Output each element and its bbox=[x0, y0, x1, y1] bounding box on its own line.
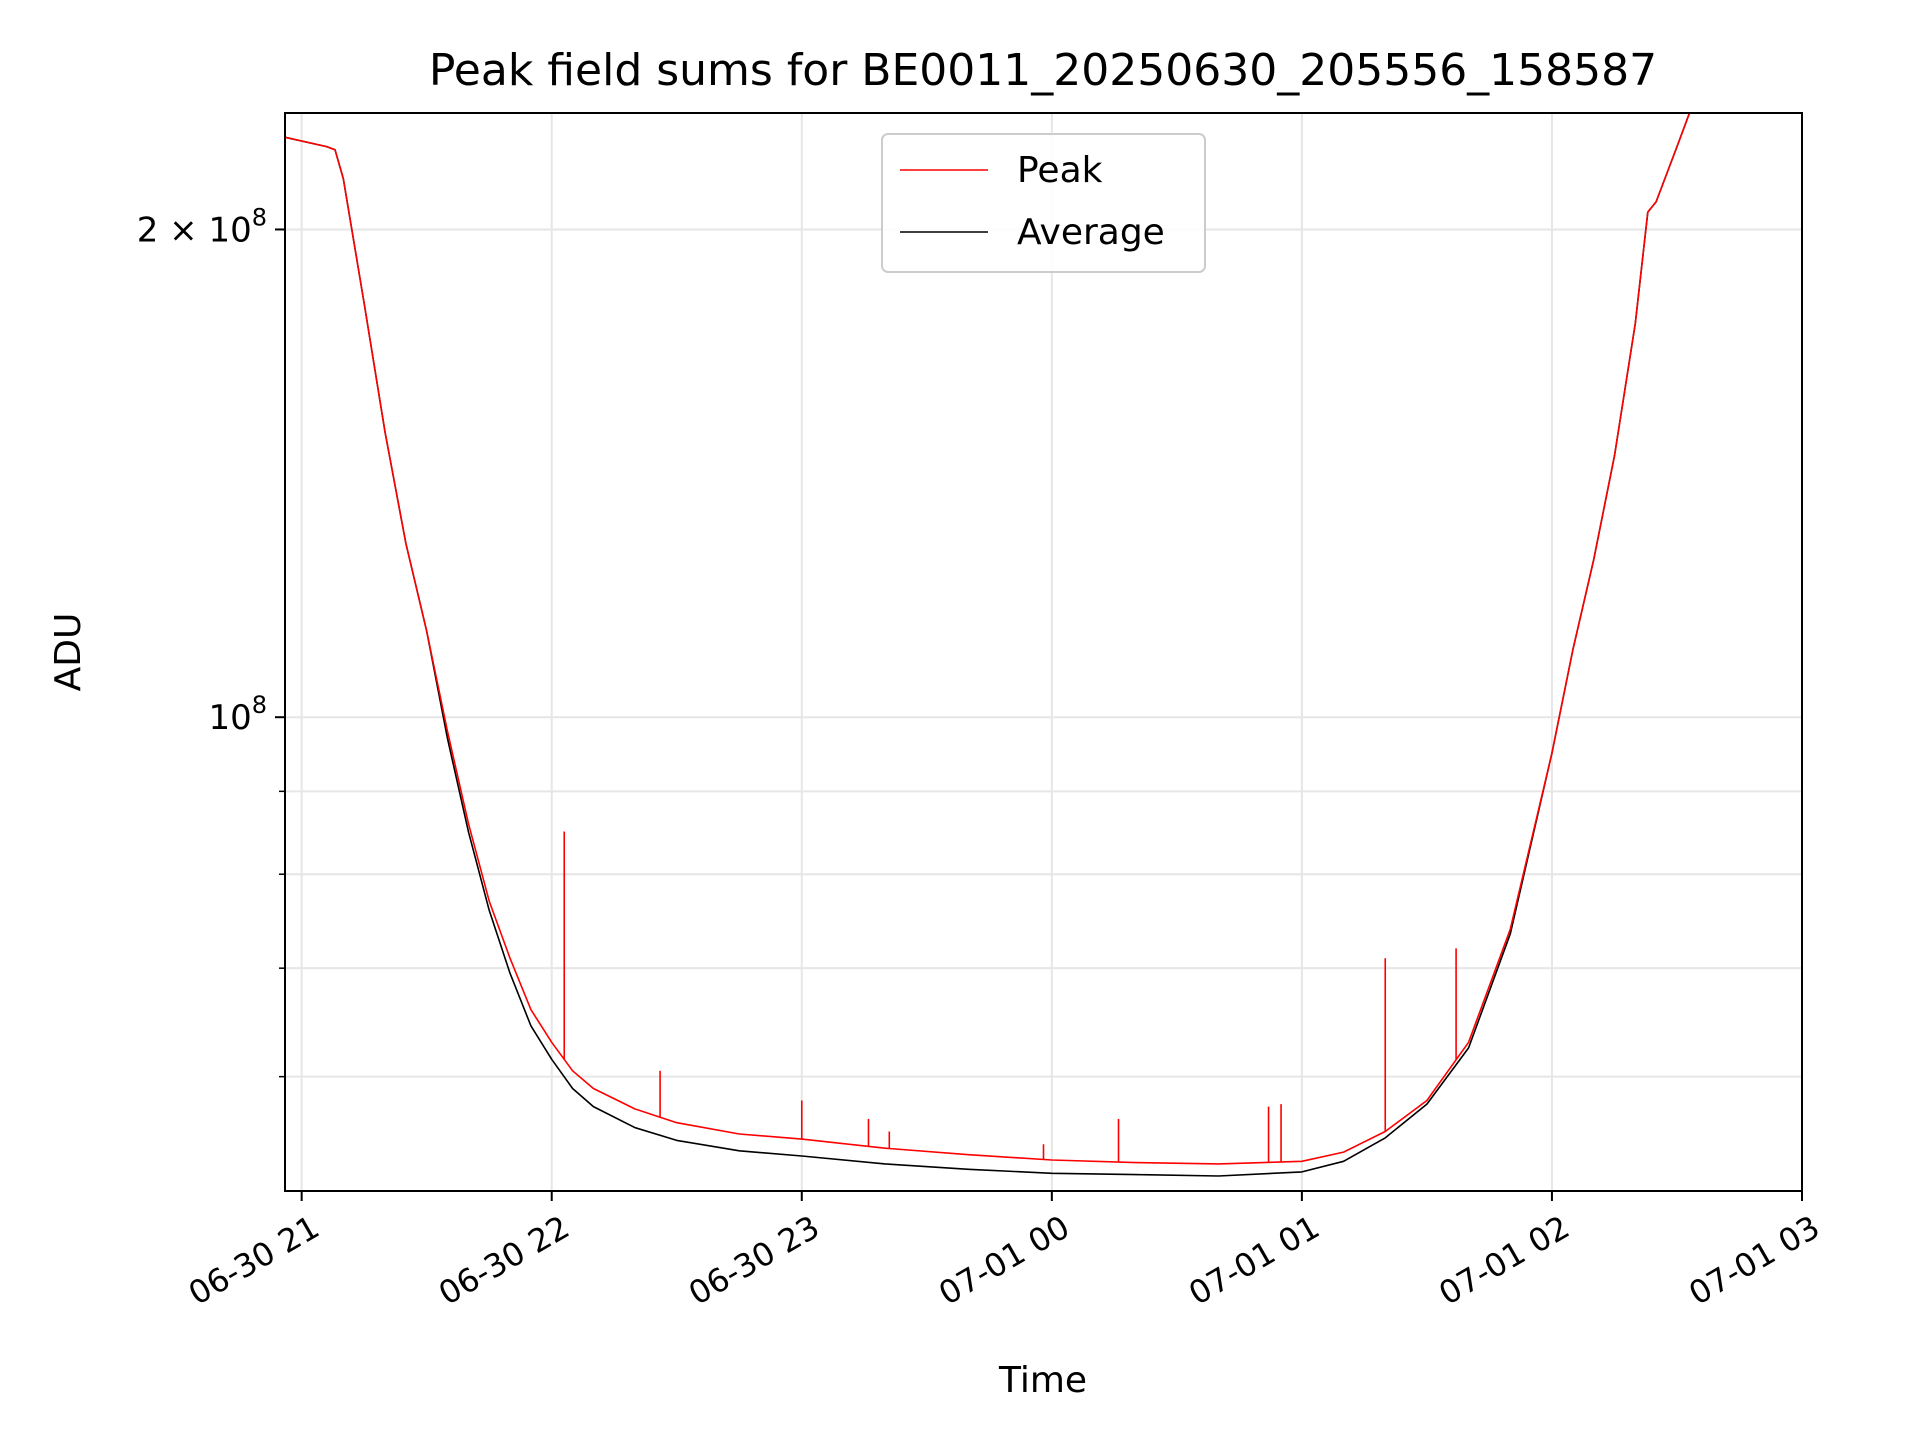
chart-title: Peak field sums for BE0011_20250630_2055… bbox=[429, 45, 1657, 96]
series-layer bbox=[285, 113, 1691, 1177]
legend: Peak Average bbox=[881, 133, 1206, 273]
legend-label-peak: Peak bbox=[1017, 150, 1103, 191]
x-axis-label: Time bbox=[998, 1360, 1087, 1401]
series-clip-group bbox=[285, 113, 1691, 1177]
series-line-peak bbox=[285, 113, 1691, 1165]
y-axis-ticks: 108 2 × 108 bbox=[137, 203, 285, 1078]
y-axis-label: ADU bbox=[48, 613, 89, 692]
y-tick-label: 2 × 108 bbox=[137, 203, 267, 250]
plot-frame bbox=[284, 112, 1803, 1192]
y-tick-label: 108 bbox=[208, 691, 267, 738]
legend-label-average: Average bbox=[1017, 212, 1165, 253]
grid bbox=[285, 113, 1803, 1191]
legend-box bbox=[881, 133, 1206, 273]
